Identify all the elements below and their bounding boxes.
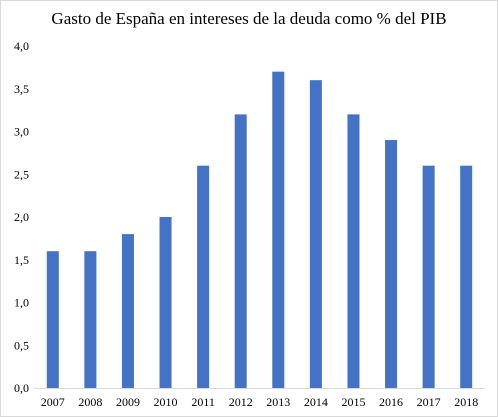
bar-2016 — [385, 140, 398, 388]
bar-2010 — [159, 217, 172, 388]
x-tick-label-2007: 2007 — [41, 395, 65, 409]
y-tick-label: 2,0 — [14, 210, 29, 224]
y-tick-label: 2,5 — [14, 167, 29, 181]
x-tick-label-2010: 2010 — [154, 395, 178, 409]
y-tick-label: 0,5 — [14, 338, 29, 352]
bar-2009 — [121, 234, 134, 388]
bar-2007 — [46, 251, 59, 388]
chart-title: Gasto de España en intereses de la deuda… — [51, 9, 447, 28]
bar-2015 — [347, 114, 360, 389]
bar-2018 — [460, 165, 473, 388]
x-tick-label-2014: 2014 — [304, 395, 328, 409]
bar-2012 — [234, 114, 247, 389]
x-tick-label-2018: 2018 — [454, 395, 478, 409]
y-tick-label: 1,5 — [14, 253, 29, 267]
y-tick-label: 3,5 — [14, 82, 29, 96]
x-tick-label-2012: 2012 — [229, 395, 253, 409]
bar-2008 — [84, 251, 97, 388]
bar-2014 — [309, 80, 322, 388]
y-tick-label: 4,0 — [14, 39, 29, 53]
x-tick-label-2008: 2008 — [78, 395, 102, 409]
y-tick-label: 1,0 — [14, 296, 29, 310]
x-tick-label-2016: 2016 — [379, 395, 403, 409]
x-tick-label-2013: 2013 — [266, 395, 290, 409]
bar-2011 — [197, 165, 210, 388]
x-tick-label-2011: 2011 — [191, 395, 215, 409]
y-tick-label: 0,0 — [14, 381, 29, 395]
x-tick-label-2015: 2015 — [341, 395, 365, 409]
bar-2013 — [272, 71, 285, 389]
y-tick-label: 3,0 — [14, 125, 29, 139]
x-tick-label-2009: 2009 — [116, 395, 140, 409]
x-tick-label-2017: 2017 — [417, 395, 441, 409]
bar-2017 — [422, 165, 435, 388]
